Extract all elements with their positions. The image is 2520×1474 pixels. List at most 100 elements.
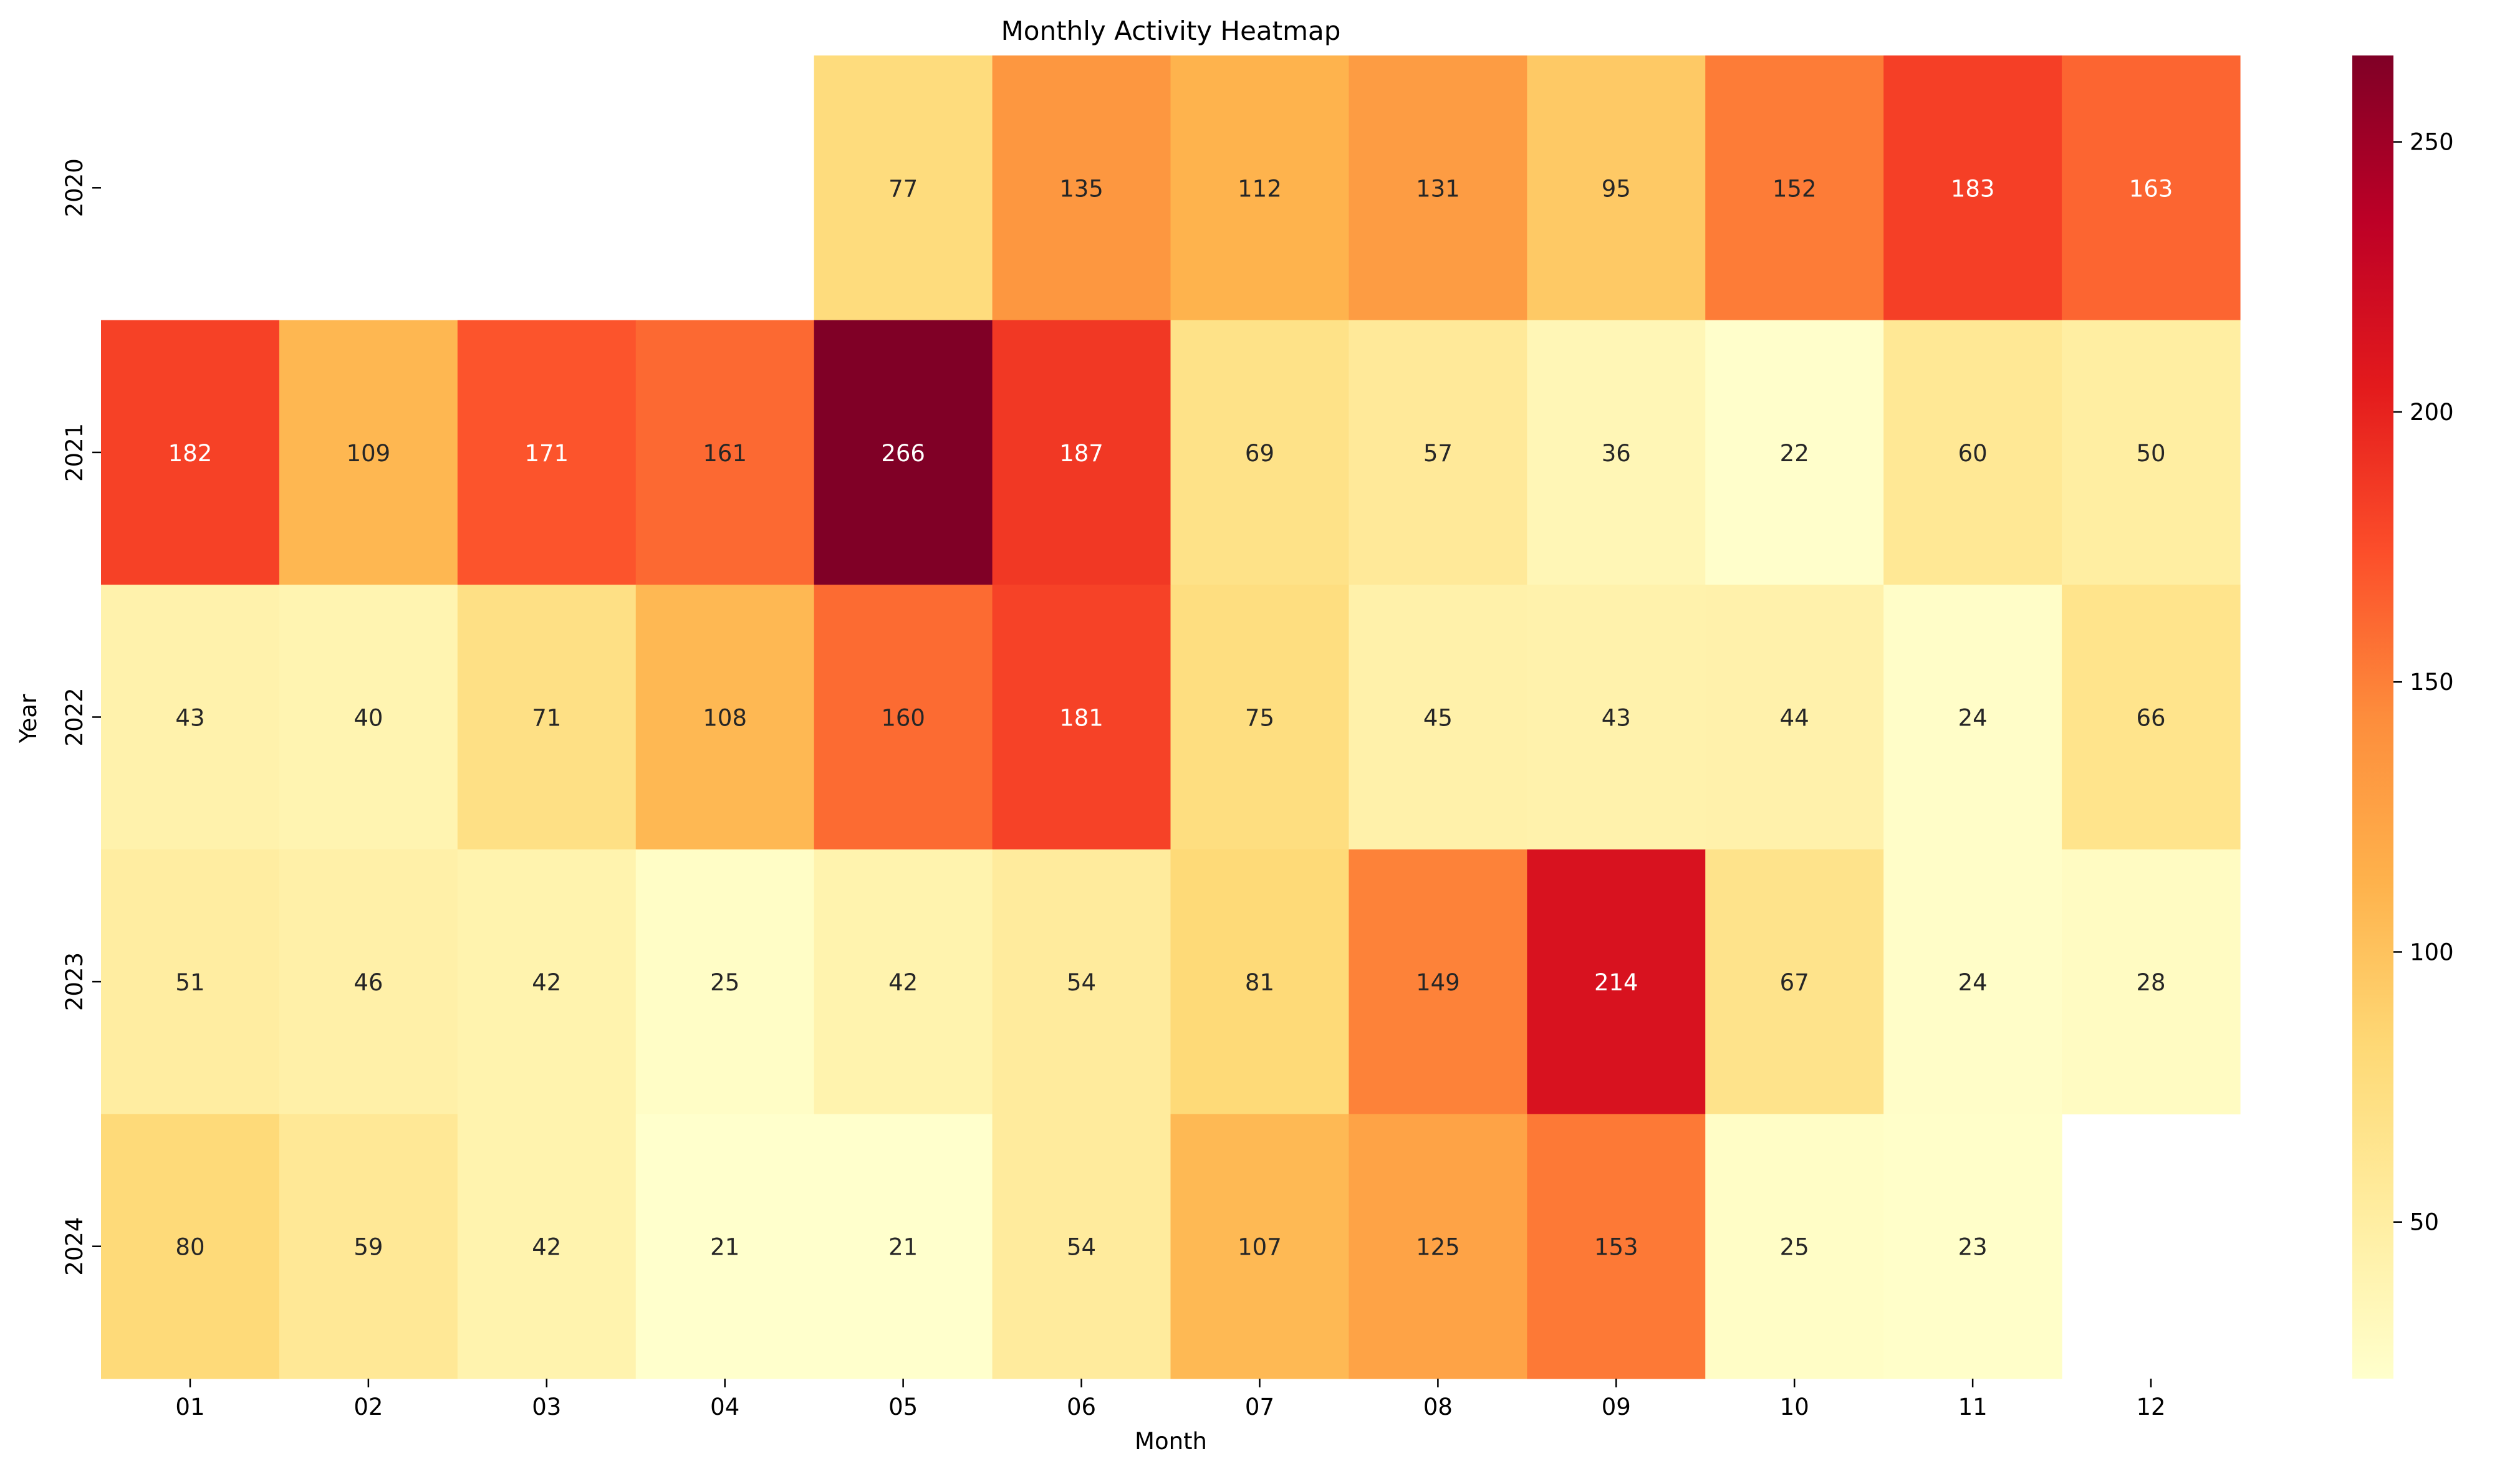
cell-value-label: 42 <box>532 1234 561 1261</box>
cell-value-label: 54 <box>1067 969 1096 996</box>
cell-value-label: 21 <box>710 1234 739 1261</box>
x-tick-label: 03 <box>532 1394 561 1420</box>
heatmap-cell <box>1349 1114 1527 1379</box>
cell-value-label: 214 <box>1594 969 1638 996</box>
y-tick-label: 2023 <box>61 952 88 1011</box>
heatmap-cell <box>1349 55 1527 321</box>
cell-value-label: 25 <box>1780 1234 1809 1261</box>
cell-value-label: 171 <box>524 440 569 467</box>
x-tick-label: 06 <box>1067 1394 1096 1420</box>
x-tick-label: 11 <box>1958 1394 1988 1420</box>
x-tick-label: 01 <box>175 1394 204 1420</box>
heatmap-cell <box>1705 585 1884 850</box>
heatmap-cell <box>457 585 637 850</box>
colorbar-tick-label: 200 <box>2410 399 2454 426</box>
colorbar: 50 100 150 200 250 <box>2352 55 2454 1379</box>
colorbar-tick-label: 100 <box>2410 939 2454 965</box>
cell-value-label: 51 <box>175 969 204 996</box>
heatmap-cell <box>814 1114 993 1379</box>
heatmap-cell <box>457 320 637 585</box>
heatmap-cell <box>2062 585 2241 850</box>
x-tick-label: 05 <box>888 1394 918 1420</box>
x-axis: 01 02 03 04 05 06 07 08 09 10 11 12 <box>175 1379 2166 1420</box>
cell-value-label: 60 <box>1958 440 1988 467</box>
cell-value-label: 125 <box>1416 1234 1460 1261</box>
heatmap-cell <box>1170 1114 1350 1379</box>
heatmap-cell <box>635 1114 815 1379</box>
heatmap-cell <box>1527 849 1706 1114</box>
cell-value-label: 183 <box>1951 175 1995 202</box>
colorbar-tick-label: 150 <box>2410 669 2454 696</box>
cell-value-label: 77 <box>888 175 918 202</box>
heatmap-cell <box>457 849 637 1114</box>
heatmap-cell <box>1883 1114 2062 1379</box>
heatmap-cell <box>1705 320 1884 585</box>
cell-value-label: 59 <box>353 1234 383 1261</box>
heatmap-cell <box>814 585 993 850</box>
cell-value-label: 80 <box>175 1234 204 1261</box>
heatmap-cell <box>635 320 815 585</box>
heatmap-cell <box>1349 849 1527 1114</box>
heatmap-cell <box>1527 55 1706 321</box>
heatmap-cell <box>1705 849 1884 1114</box>
y-tick-label: 2020 <box>61 158 88 217</box>
cell-value-label: 153 <box>1594 1234 1638 1261</box>
heatmap-cell <box>101 585 280 850</box>
heatmap-cell <box>1705 1114 1884 1379</box>
cell-value-label: 163 <box>2129 175 2173 202</box>
heatmap-cell <box>814 55 993 321</box>
heatmap-cell <box>635 849 815 1114</box>
heatmap-cell <box>992 585 1171 850</box>
y-tick-label: 2022 <box>61 687 88 746</box>
cell-value-label: 54 <box>1067 1234 1096 1261</box>
cell-value-label: 46 <box>353 969 383 996</box>
cell-annotations: 77 135 112 131 95 152 183 163 182 109 171 161 266 187… <box>168 175 2173 1260</box>
cell-value-label: 24 <box>1958 969 1988 996</box>
heatmap-cell <box>1883 585 2062 850</box>
cell-value-label: 43 <box>1602 705 1631 732</box>
heatmap-cell <box>279 849 458 1114</box>
cell-value-label: 81 <box>1245 969 1274 996</box>
heatmap-cell <box>1883 55 2062 321</box>
heatmap-cell <box>992 320 1171 585</box>
cell-value-label: 131 <box>1416 175 1460 202</box>
heatmap-cell <box>1170 585 1350 850</box>
cell-value-label: 36 <box>1602 440 1631 467</box>
heatmap-cell <box>992 55 1171 321</box>
cell-value-label: 40 <box>353 705 383 732</box>
cell-value-label: 112 <box>1238 175 1282 202</box>
cell-value-label: 21 <box>888 1234 918 1261</box>
cell-value-label: 57 <box>1423 440 1453 467</box>
cell-value-label: 181 <box>1059 705 1104 732</box>
cell-value-label: 50 <box>2136 440 2165 467</box>
heatmap-cell <box>279 320 458 585</box>
heatmap-cell <box>457 1114 637 1379</box>
colorbar-tick-label: 50 <box>2410 1209 2439 1236</box>
cell-value-label: 44 <box>1780 705 1809 732</box>
cell-value-label: 43 <box>175 705 204 732</box>
colorbar-gradient <box>2352 55 2393 1379</box>
x-tick-label: 02 <box>353 1394 383 1420</box>
heatmap-cell <box>2062 849 2241 1114</box>
heatmap-cell <box>814 320 993 585</box>
heatmap-cell <box>101 1114 280 1379</box>
heatmap-cell <box>635 585 815 850</box>
y-tick-label: 2024 <box>61 1217 88 1276</box>
cell-value-label: 23 <box>1958 1234 1988 1261</box>
cell-value-label: 75 <box>1245 705 1274 732</box>
cell-value-label: 67 <box>1780 969 1809 996</box>
heatmap-cell <box>2062 320 2241 585</box>
heatmap-cell <box>1883 849 2062 1114</box>
heatmap-cell <box>992 1114 1171 1379</box>
x-tick-label: 10 <box>1780 1394 1809 1420</box>
heatmap-cells <box>101 55 2241 1379</box>
cell-value-label: 266 <box>881 440 925 467</box>
cell-value-label: 149 <box>1416 969 1460 996</box>
cell-value-label: 107 <box>1238 1234 1282 1261</box>
heatmap-cell <box>1170 55 1350 321</box>
heatmap-cell <box>1705 55 1884 321</box>
heatmap-cell <box>1527 320 1706 585</box>
heatmap-cell <box>1170 849 1350 1114</box>
heatmap-cell <box>1883 320 2062 585</box>
